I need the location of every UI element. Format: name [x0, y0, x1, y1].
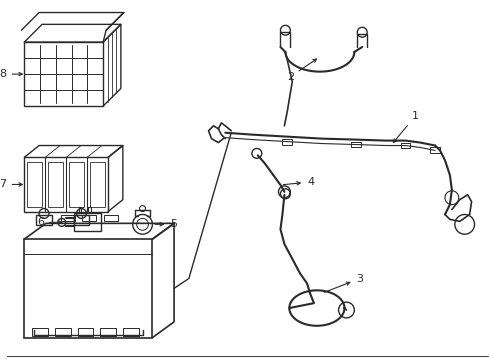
- Bar: [74, 213, 101, 231]
- Bar: [48, 162, 63, 207]
- Bar: [82, 216, 96, 221]
- Bar: [74, 216, 89, 225]
- Text: 6: 6: [37, 217, 62, 228]
- Bar: [401, 143, 411, 148]
- Bar: [90, 162, 105, 207]
- Bar: [36, 216, 52, 225]
- Text: 7: 7: [0, 179, 22, 189]
- Bar: [24, 42, 103, 106]
- Text: 8: 8: [0, 69, 22, 79]
- Text: 5: 5: [155, 219, 177, 229]
- Bar: [77, 328, 93, 336]
- Bar: [32, 328, 48, 336]
- Text: 4: 4: [283, 177, 314, 187]
- Text: 1: 1: [393, 111, 419, 143]
- Bar: [282, 139, 292, 144]
- Bar: [123, 328, 139, 336]
- Bar: [430, 148, 440, 153]
- Bar: [61, 216, 74, 221]
- Bar: [24, 239, 152, 338]
- Bar: [69, 162, 84, 207]
- Bar: [104, 216, 118, 221]
- Bar: [24, 157, 108, 212]
- Bar: [100, 328, 116, 336]
- Bar: [27, 162, 42, 207]
- Text: 2: 2: [287, 59, 317, 82]
- Bar: [351, 141, 361, 148]
- Bar: [55, 328, 71, 336]
- Text: 3: 3: [324, 274, 363, 292]
